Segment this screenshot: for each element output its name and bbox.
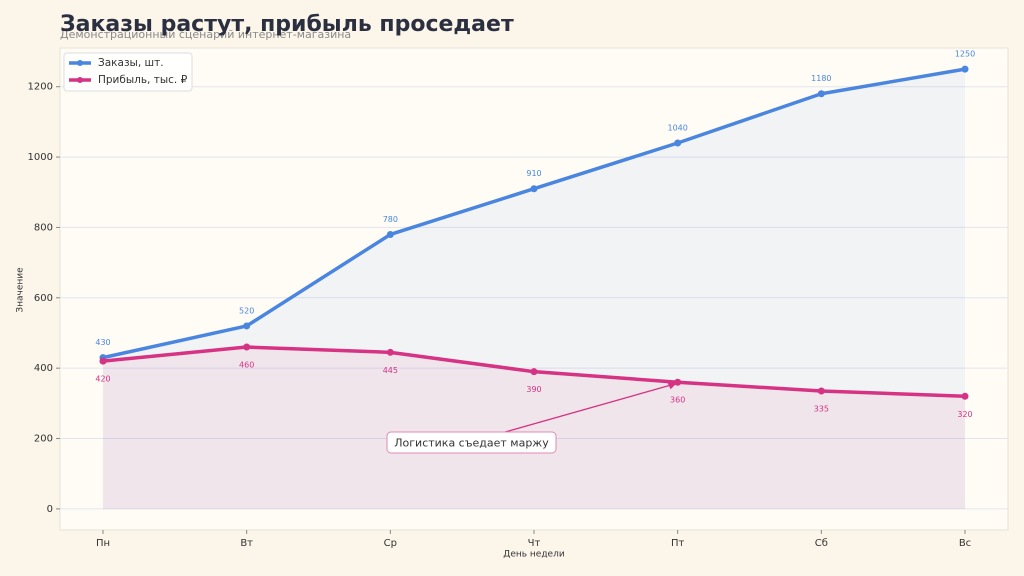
point: [817, 90, 825, 98]
data-label: 320: [957, 410, 972, 419]
y-tick-label: 600: [34, 293, 53, 304]
point: [243, 322, 251, 330]
point: [99, 357, 107, 365]
y-tick-label: 200: [34, 434, 53, 445]
legend-marker: [77, 60, 83, 66]
x-tick-label: Пт: [671, 538, 685, 549]
data-label: 1040: [667, 123, 687, 132]
point: [961, 65, 969, 73]
x-axis-label: День недели: [503, 550, 565, 560]
x-tick-label: Чт: [528, 538, 541, 549]
point: [243, 343, 251, 351]
data-label: 460: [239, 361, 254, 370]
data-label: 360: [670, 396, 685, 405]
point: [817, 387, 825, 395]
x-tick-label: Пн: [96, 538, 110, 549]
y-tick-label: 1000: [28, 152, 53, 163]
x-tick-label: Сб: [815, 538, 828, 549]
x-tick-label: Вс: [959, 538, 971, 549]
chart-subtitle: Демонстрационный сценарий интернет-магаз…: [60, 28, 351, 41]
legend-label: Заказы, шт.: [98, 57, 164, 69]
y-axis-label: Значение: [16, 267, 26, 313]
annotation-arrow: [504, 383, 674, 433]
data-label: 445: [383, 366, 398, 375]
arrow-head: [667, 382, 678, 390]
x-tick-label: Ср: [384, 538, 397, 549]
data-label: 1250: [955, 50, 975, 59]
legend: Заказы, шт. Прибыль, тыс. ₽: [63, 52, 193, 92]
y-tick-label: 1200: [28, 82, 53, 93]
area: [103, 69, 965, 509]
point: [386, 230, 394, 238]
legend-box: [63, 52, 193, 92]
point: [530, 368, 538, 376]
chart-title: Заказы растут, прибыль проседает: [60, 12, 514, 37]
data-label: 780: [383, 215, 398, 224]
point: [386, 348, 394, 356]
data-label: 335: [814, 405, 829, 414]
data-label: 430: [95, 338, 110, 347]
data-label: 1180: [811, 74, 831, 83]
annotation-text: Логистика съедает маржу: [394, 437, 549, 450]
data-label: 910: [526, 169, 541, 178]
x-tick-label: Вт: [240, 538, 253, 549]
data-label: 420: [95, 375, 110, 384]
legend-marker: [77, 77, 83, 83]
point: [674, 139, 682, 147]
point: [530, 185, 538, 193]
y-tick-label: 400: [34, 363, 53, 374]
y-tick-label: 800: [34, 222, 53, 233]
y-tick-label: 0: [47, 504, 53, 515]
data-label: 390: [526, 385, 541, 394]
legend-label: Прибыль, тыс. ₽: [98, 74, 188, 86]
data-label: 520: [239, 306, 254, 315]
point: [961, 392, 969, 400]
annotation-box: [386, 431, 557, 454]
